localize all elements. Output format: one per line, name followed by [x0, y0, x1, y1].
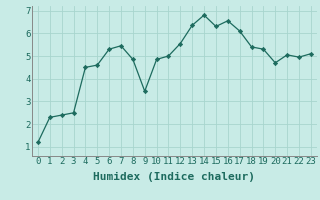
X-axis label: Humidex (Indice chaleur): Humidex (Indice chaleur) — [93, 172, 255, 182]
